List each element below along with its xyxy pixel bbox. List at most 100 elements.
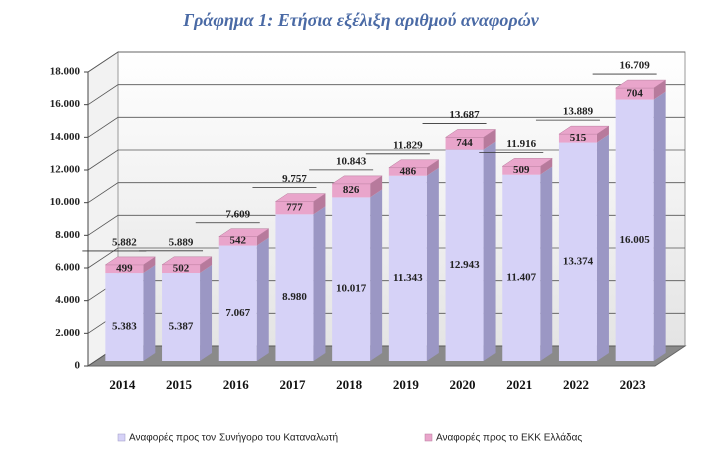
- y-tick-label: 12.000: [50, 164, 81, 176]
- value-label: 5.387: [169, 321, 194, 333]
- value-label: 13.374: [563, 255, 594, 267]
- bar-side: [256, 237, 269, 361]
- bar-side: [540, 166, 553, 361]
- bar-side: [313, 193, 326, 215]
- x-tick-label: 2015: [166, 377, 193, 392]
- value-label: 509: [513, 164, 530, 176]
- grid-line: [87, 247, 685, 269]
- bar: [105, 273, 144, 361]
- legend-swatch: [117, 433, 126, 442]
- value-label: 486: [400, 165, 417, 177]
- bar: [502, 166, 541, 175]
- x-tick-label: 2019: [393, 377, 420, 392]
- bar-side: [426, 167, 439, 361]
- value-label: 16.005: [620, 234, 651, 246]
- value-label: 11.407: [506, 271, 536, 283]
- y-tick-label: 8.000: [55, 229, 80, 241]
- bar-side: [200, 265, 213, 361]
- total-label: 5.882: [112, 236, 137, 248]
- bar: [218, 236, 257, 246]
- y-tick-label: 6.000: [55, 262, 80, 274]
- bar-side: [483, 141, 496, 361]
- total-label: 10.843: [336, 155, 367, 167]
- total-label: 13.889: [563, 106, 594, 118]
- bar: [558, 142, 597, 361]
- legend-label: Αναφορές προς τον Συνήγορο του Καταναλωτ…: [129, 432, 338, 444]
- bar: [218, 245, 257, 361]
- value-label: 11.343: [393, 272, 423, 284]
- value-label: 502: [173, 262, 190, 274]
- bar: [615, 99, 654, 362]
- x-tick-label: 2014: [109, 377, 136, 392]
- x-tick-label: 2020: [450, 377, 476, 392]
- y-tick-label: 2.000: [55, 327, 80, 339]
- bar-top: [217, 228, 270, 237]
- bar: [275, 201, 314, 215]
- bar-top: [501, 158, 554, 167]
- value-label: 7.067: [225, 307, 250, 319]
- grid-line: [87, 149, 685, 171]
- bar-top: [274, 193, 327, 202]
- bar: [558, 134, 597, 143]
- bar: [275, 214, 314, 361]
- bar: [445, 149, 484, 361]
- value-label: 5.383: [112, 321, 137, 333]
- value-label: 8.980: [282, 291, 307, 303]
- grid-line: [87, 116, 685, 138]
- bar: [162, 273, 201, 361]
- total-label: 7.609: [225, 208, 250, 220]
- value-label: 744: [456, 137, 473, 149]
- bar-top: [614, 79, 667, 89]
- y-tick-label: 0: [75, 360, 81, 372]
- bar: [105, 264, 144, 274]
- legend-label: Αναφορές προς το ΕΚΚ Ελλάδας: [436, 432, 582, 444]
- bar: [615, 88, 654, 100]
- value-label: 10.017: [336, 283, 367, 295]
- bar: [332, 197, 371, 361]
- total-label: 9.757: [282, 173, 307, 185]
- bar: [162, 264, 201, 274]
- x-tick-label: 2017: [279, 377, 306, 392]
- grid-line: [87, 214, 685, 236]
- bar: [502, 174, 541, 361]
- value-label: 515: [570, 132, 587, 144]
- y-tick-label: 16.000: [50, 98, 81, 110]
- bar-side: [143, 265, 156, 361]
- grid-line: [87, 84, 685, 105]
- bar-side: [653, 80, 666, 100]
- legend-swatch: [424, 433, 433, 442]
- bar: [388, 175, 427, 361]
- bar-side: [313, 206, 326, 361]
- total-label: 11.829: [393, 139, 423, 151]
- bar-side: [483, 129, 496, 150]
- bar: [445, 137, 484, 150]
- y-tick-label: 10.000: [50, 196, 81, 208]
- total-label: 5.889: [169, 236, 194, 248]
- bar: [332, 183, 371, 198]
- x-tick-label: 2023: [620, 377, 647, 392]
- bar-side: [596, 134, 609, 361]
- bar-side: [200, 256, 213, 274]
- bar-top: [331, 175, 383, 185]
- x-tick-label: 2016: [223, 377, 250, 392]
- y-tick-label: 18.000: [50, 66, 81, 78]
- value-label: 12.943: [449, 259, 480, 271]
- grid-line: [87, 182, 685, 203]
- x-tick-label: 2022: [563, 377, 589, 392]
- bar-side: [370, 175, 383, 198]
- grid-line: [87, 51, 685, 73]
- bar-side: [596, 126, 609, 143]
- chart-title: Γράφημα 1: Ετήσια εξέλιξη αριθμού αναφορ…: [182, 10, 539, 31]
- bar-side: [370, 189, 383, 361]
- bar-top: [388, 159, 440, 169]
- y-tick-label: 4.000: [55, 294, 80, 306]
- value-label: 777: [286, 202, 303, 214]
- y-tick-label: 14.000: [50, 131, 81, 143]
- value-label: 499: [116, 263, 133, 275]
- bar-side: [256, 228, 269, 246]
- total-label: 13.687: [449, 109, 480, 121]
- bar: [388, 167, 427, 176]
- bar-side: [653, 91, 666, 362]
- x-tick-label: 2018: [336, 377, 363, 392]
- x-tick-label: 2021: [506, 377, 532, 392]
